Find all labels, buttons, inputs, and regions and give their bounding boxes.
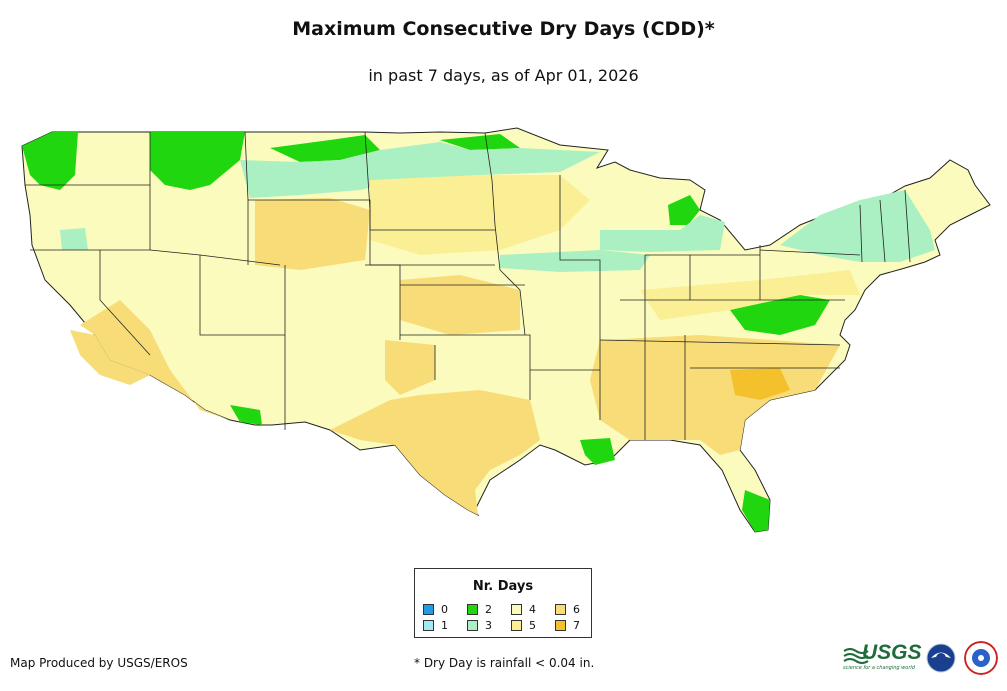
zone-6-southeast [590,335,840,455]
legend-label-4: 4 [529,603,536,616]
legend-label-0: 0 [441,603,448,616]
legend-swatch-6 [555,604,566,615]
legend-title: Nr. Days [472,579,534,594]
legend-swatch-1 [423,620,434,631]
zone-3-northeast [780,190,935,262]
legend-swatch-2 [467,604,478,615]
legend-swatch-4 [511,604,522,615]
nws-logo-icon [964,641,998,675]
map-subtitle: in past 7 days, as of Apr 01, 2026 [368,66,639,85]
legend-swatch-7 [555,620,566,631]
legend-label-6: 6 [573,603,580,616]
usgs-logo: USGS [862,641,922,664]
zone-5-ohio-valley [640,270,860,320]
zone-2-florida [742,490,770,532]
zone-2-michigan [668,195,700,225]
legend-label-1: 1 [441,619,448,632]
zone-2-north [270,135,380,162]
usgs-tagline: science for a changing world [843,665,915,671]
cdd-zones [22,132,935,532]
dry-day-footnote: * Dry Day is rainfall < 0.04 in. [414,656,595,670]
zone-2-pacific-nw [22,132,78,190]
zone-6-wyoming [255,198,370,270]
state-borders [25,131,911,440]
zone-6-texas [330,390,540,515]
zone-5-midwest [370,175,590,255]
zone-2-louisiana [580,438,615,465]
zone-6-georgia [730,368,790,400]
legend-label-2: 2 [485,603,492,616]
zone-2-virginia [730,295,830,335]
zone-3-wa [60,228,88,250]
zone-2-az [230,405,262,425]
noaa-logo-icon [926,643,956,673]
legend-swatch-5 [511,620,522,631]
legend-label-7: 7 [573,619,580,632]
zone-3-great-lakes [600,215,725,252]
zone-6-california [70,330,150,385]
zone-3-midwest-strip [500,250,650,272]
legend-swatch-0 [423,604,434,615]
zone-6-kansas [400,275,520,335]
legend: Nr. Days 0 1 2 3 4 5 6 7 [414,568,592,638]
zone-2-nd [440,134,520,150]
zone-3-northern-plains [240,142,600,198]
legend-label-5: 5 [529,619,536,632]
zone-6-new-mexico [385,340,435,395]
usgs-wave-icon [843,648,869,664]
map-title: Maximum Consecutive Dry Days (CDD)* [292,18,715,40]
zone-6-great-basin [80,300,230,420]
zone-2-montana [150,132,245,190]
legend-swatch-3 [467,620,478,631]
producer-credit: Map Produced by USGS/EROS [10,656,188,670]
legend-label-3: 3 [485,619,492,632]
